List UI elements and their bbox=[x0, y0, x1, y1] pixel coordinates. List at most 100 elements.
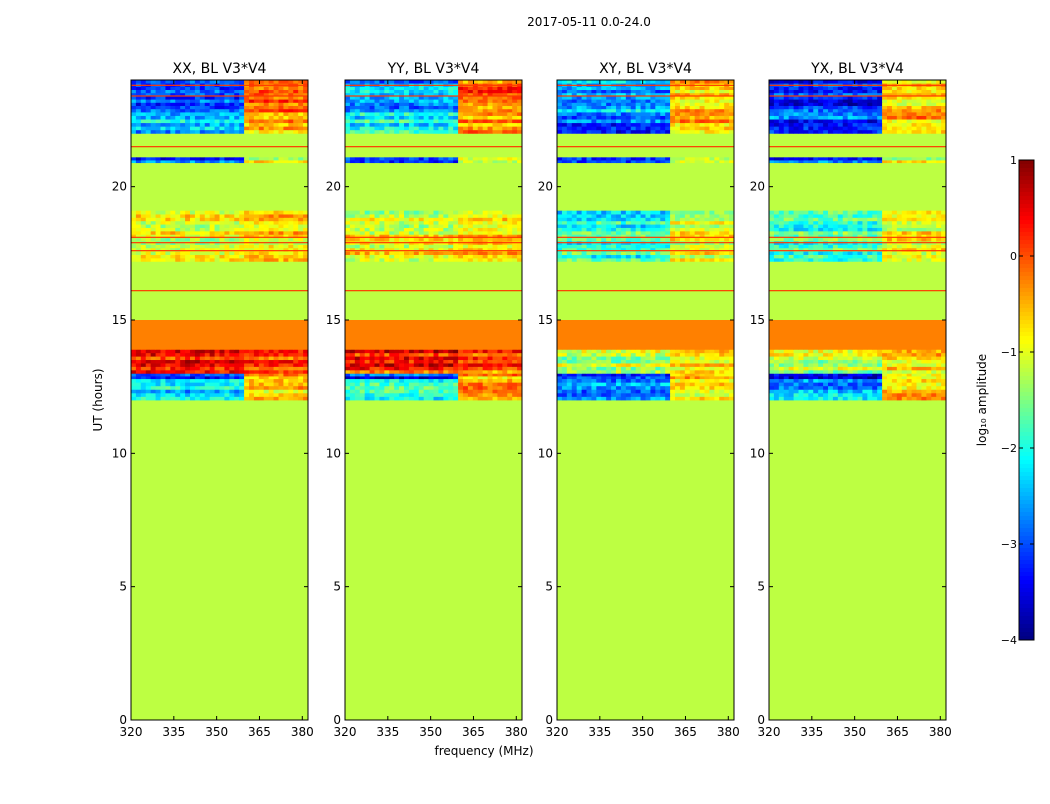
heatmap-cell bbox=[170, 112, 175, 116]
heatmap-cell bbox=[234, 330, 239, 334]
heatmap-cell bbox=[429, 349, 434, 353]
heatmap-cell bbox=[384, 119, 389, 123]
heatmap-cell bbox=[695, 360, 700, 364]
heatmap-cell bbox=[156, 238, 161, 242]
heatmap-cell bbox=[156, 379, 161, 383]
heatmap-cell bbox=[587, 363, 592, 367]
heatmap-cell bbox=[655, 363, 660, 367]
heatmap-cell bbox=[264, 160, 269, 163]
heatmap-cell bbox=[473, 251, 478, 255]
heatmap-cell bbox=[493, 90, 498, 94]
heatmap-cell bbox=[293, 255, 298, 259]
heatmap-cell bbox=[229, 116, 234, 120]
figure-suptitle: 2017-05-11 0.0-24.0 bbox=[527, 15, 651, 29]
heatmap-cell bbox=[165, 333, 170, 337]
heatmap-cell bbox=[345, 251, 350, 255]
heatmap-cell bbox=[700, 346, 705, 350]
heatmap-cell bbox=[453, 353, 458, 357]
heatmap-cell bbox=[195, 160, 200, 163]
heatmap-cell bbox=[239, 130, 244, 134]
heatmap-cell bbox=[229, 376, 234, 379]
heatmap-cell bbox=[244, 86, 249, 90]
heatmap-cell bbox=[136, 320, 141, 324]
heatmap-cell bbox=[249, 217, 254, 221]
heatmap-cell bbox=[567, 327, 572, 331]
heatmap-cell bbox=[414, 221, 419, 225]
heatmap-cell bbox=[279, 320, 284, 324]
time-segment bbox=[131, 349, 308, 373]
heatmap-cell bbox=[719, 346, 724, 350]
heatmap-cell bbox=[205, 231, 210, 235]
heatmap-cell bbox=[675, 370, 680, 374]
heatmap-cell bbox=[136, 231, 141, 235]
heatmap-cell bbox=[636, 330, 641, 334]
heatmap-cell bbox=[350, 130, 355, 134]
heatmap-cell bbox=[419, 340, 424, 344]
heatmap-cell bbox=[264, 360, 269, 364]
heatmap-cell bbox=[259, 211, 264, 215]
heatmap-cell bbox=[190, 379, 195, 383]
heatmap-cell bbox=[200, 102, 205, 106]
heatmap-cell bbox=[714, 376, 719, 379]
heatmap-cell bbox=[151, 330, 156, 334]
heatmap-cell bbox=[205, 346, 210, 350]
heatmap-cell bbox=[185, 396, 190, 400]
heatmap-cell bbox=[626, 373, 631, 376]
heatmap-cell bbox=[264, 382, 269, 386]
heatmap-cell bbox=[429, 353, 434, 357]
heatmap-cell bbox=[512, 353, 517, 357]
heatmap-cell bbox=[497, 211, 502, 215]
heatmap-cell bbox=[175, 327, 180, 331]
heatmap-cell bbox=[650, 382, 655, 386]
heatmap-cell bbox=[626, 346, 631, 350]
heatmap-cell bbox=[399, 228, 404, 232]
heatmap-cell bbox=[453, 393, 458, 397]
heatmap-cell bbox=[298, 119, 303, 123]
heatmap-cell bbox=[577, 396, 582, 400]
heatmap-cell bbox=[670, 343, 675, 347]
heatmap-cell bbox=[200, 112, 205, 116]
heatmap-cell bbox=[264, 106, 269, 110]
heatmap-cell bbox=[365, 323, 370, 327]
heatmap-cell bbox=[700, 353, 705, 357]
heatmap-cell bbox=[175, 99, 180, 103]
heatmap-cell bbox=[434, 217, 439, 221]
heatmap-cell bbox=[224, 258, 229, 262]
heatmap-cell bbox=[345, 320, 350, 324]
x-tick-label: 350 bbox=[205, 725, 228, 739]
heatmap-cell bbox=[497, 217, 502, 221]
heatmap-cell bbox=[473, 86, 478, 90]
heatmap-cell bbox=[170, 160, 175, 163]
heatmap-cell bbox=[205, 327, 210, 331]
heatmap-cell bbox=[165, 123, 170, 127]
heatmap-cell bbox=[274, 349, 279, 353]
heatmap-cell bbox=[438, 379, 443, 383]
heatmap-cell bbox=[591, 343, 596, 347]
heatmap-cell bbox=[156, 106, 161, 110]
heatmap-cell bbox=[175, 90, 180, 94]
heatmap-cell bbox=[190, 112, 195, 116]
heatmap-cell bbox=[185, 327, 190, 331]
heatmap-cell bbox=[156, 160, 161, 163]
heatmap-cell bbox=[567, 340, 572, 344]
heatmap-cell bbox=[269, 258, 274, 262]
heatmap-cell bbox=[195, 386, 200, 390]
heatmap-cell bbox=[424, 157, 429, 160]
heatmap-cell bbox=[414, 346, 419, 350]
heatmap-cell bbox=[220, 102, 225, 106]
heatmap-cell bbox=[180, 255, 185, 259]
heatmap-cell bbox=[438, 393, 443, 397]
heatmap-area bbox=[345, 80, 522, 720]
heatmap-cell bbox=[424, 244, 429, 248]
heatmap-cell bbox=[512, 370, 517, 374]
heatmap-cell bbox=[161, 130, 166, 134]
heatmap-cell bbox=[161, 356, 166, 360]
heatmap-cell bbox=[151, 244, 156, 248]
heatmap-cell bbox=[234, 379, 239, 383]
heatmap-cell bbox=[443, 102, 448, 106]
heatmap-cell bbox=[350, 373, 355, 376]
heatmap-cell bbox=[655, 336, 660, 340]
heatmap-cell bbox=[190, 157, 195, 160]
heatmap-cell bbox=[161, 102, 166, 106]
heatmap-cell bbox=[229, 157, 234, 160]
